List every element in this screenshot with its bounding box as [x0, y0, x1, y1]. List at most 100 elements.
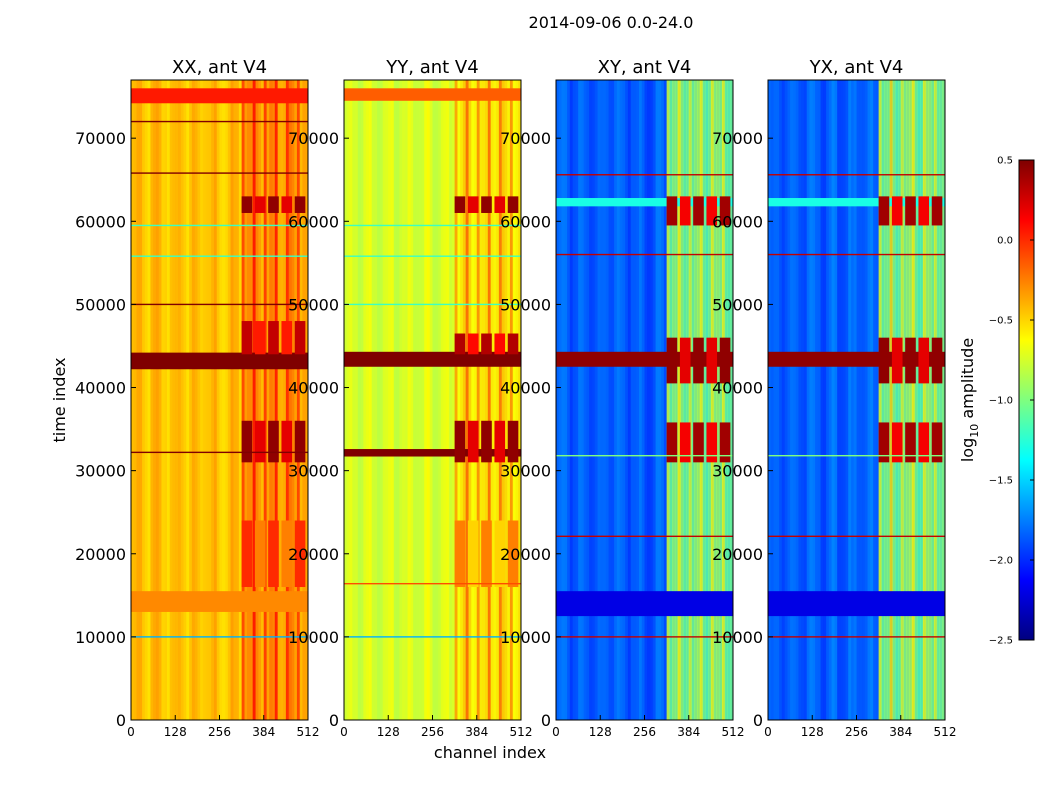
heatmap-column [294, 80, 298, 720]
heatmap-column [578, 80, 582, 720]
heatmap-column [178, 80, 182, 720]
heatmap-column [175, 80, 179, 720]
heatmap-column [892, 80, 896, 720]
heatmap-column [567, 80, 571, 720]
heatmap-panel-4: YX, ant V4 0 128 256 384 512 0 10000 20000 30000 4… [712, 57, 956, 739]
heatmap-column [216, 80, 220, 720]
y-tick-label: 50000 [75, 295, 126, 314]
heatmap-column [917, 80, 921, 720]
heatmap-column [895, 80, 899, 720]
heatmap-column [853, 80, 857, 720]
heatmap-column [396, 80, 400, 720]
heatmap-column [485, 80, 489, 720]
heatmap-rfi-block [931, 337, 943, 384]
heatmap-rfi-block [281, 196, 293, 213]
heatmap-column [925, 80, 929, 720]
heatmap-column [374, 80, 378, 720]
y-tick-label: 0 [329, 711, 339, 730]
heatmap-rfi-block [241, 520, 253, 588]
heatmap-rfi-block [494, 420, 506, 463]
heatmap-line [344, 582, 521, 585]
heatmap-column [211, 80, 215, 720]
heatmap-column [357, 80, 362, 720]
heatmap-column [202, 80, 207, 720]
heatmap-line [556, 253, 733, 256]
heatmap-column [672, 80, 676, 720]
x-tick-label: 512 [934, 725, 957, 739]
heatmap-band [768, 591, 945, 617]
y-tick-label: 40000 [75, 379, 126, 398]
heatmap-column [227, 80, 232, 720]
heatmap-line [768, 535, 945, 538]
heatmap-column [616, 80, 621, 720]
colorbar-label-log: log [958, 438, 977, 462]
heatmap-column [803, 80, 808, 720]
heatmap-column [870, 80, 874, 720]
heatmap-column [299, 80, 303, 720]
heatmap-column [677, 80, 681, 720]
x-tick-label: 256 [208, 725, 231, 739]
heatmap-line [131, 636, 308, 638]
heatmap-panel-3: XY, ant V4 0 128 256 384 512 0 10000 20000 30000 4… [500, 57, 744, 739]
heatmap-column [272, 80, 276, 720]
heatmap-column [674, 80, 679, 720]
heatmap-panel-1: XX, ant V4 0 128 256 384 512 0 10000 20000 30000 4… [75, 57, 319, 739]
heatmap-column [768, 80, 772, 720]
colorbar-ticks: 0.5 0.0 −0.5 −1.0 −1.5 −2.0 −2.5 [989, 156, 1034, 647]
heatmap-column [586, 80, 590, 720]
heatmap-column [591, 80, 596, 720]
heatmap-column [589, 80, 593, 720]
heatmap-column [862, 80, 866, 720]
heatmap-column [719, 80, 723, 720]
colorbar-tick-label: −2.0 [989, 556, 1013, 567]
y-tick-label: 30000 [500, 462, 551, 481]
heatmap-column [432, 80, 436, 720]
heatmap-column [482, 80, 486, 720]
heatmap-column [302, 80, 306, 720]
heatmap-column [230, 80, 234, 720]
heatmap-column [263, 80, 268, 720]
heatmap-column [920, 80, 924, 720]
heatmap-column [366, 80, 370, 720]
heatmap-column [440, 80, 445, 720]
heatmap-rfi-block [494, 333, 506, 355]
heatmap-line [131, 303, 308, 306]
heatmap-column [487, 80, 492, 720]
heatmap-column [158, 80, 162, 720]
heatmap-band [344, 449, 521, 457]
heatmap-column [936, 80, 940, 720]
heatmap-rfi-block [905, 337, 916, 384]
heatmap-column [131, 80, 135, 720]
heatmap-rfi-block [241, 420, 253, 463]
panel-title: XX, ant V4 [172, 57, 267, 78]
heatmap-rfi-block [719, 422, 731, 463]
heatmap-rfi-block [281, 321, 293, 355]
heatmap-column [352, 80, 356, 720]
heatmap-column [572, 80, 576, 720]
y-tick-label: 50000 [500, 295, 551, 314]
heatmap-column [815, 80, 819, 720]
heatmap-rfi-block [254, 196, 266, 213]
heatmap-rfi-block [706, 337, 718, 384]
heatmap-column [699, 80, 704, 720]
heatmap-rfi-block [281, 520, 293, 588]
heatmap-band [768, 198, 945, 207]
heatmap-rfi-block [467, 196, 479, 213]
heatmap-column [622, 80, 626, 720]
heatmap-line [768, 454, 945, 457]
heatmap-column [795, 80, 799, 720]
heatmap-rfi-block [931, 196, 943, 226]
heatmap-rfi-block [268, 420, 279, 463]
y-tick-label: 60000 [288, 212, 339, 231]
heatmap-column [730, 80, 734, 720]
heatmap-column [716, 80, 720, 720]
y-tick-label: 50000 [712, 295, 763, 314]
heatmap-column [410, 80, 414, 720]
heatmap-band [131, 88, 308, 104]
heatmap-column [449, 80, 453, 720]
heatmap-column [781, 80, 786, 720]
heatmap-rfi-block [679, 337, 691, 384]
heatmap-column [669, 80, 673, 720]
heatmap-rfi-block [693, 196, 704, 226]
heatmap-rfi-block [268, 196, 279, 213]
